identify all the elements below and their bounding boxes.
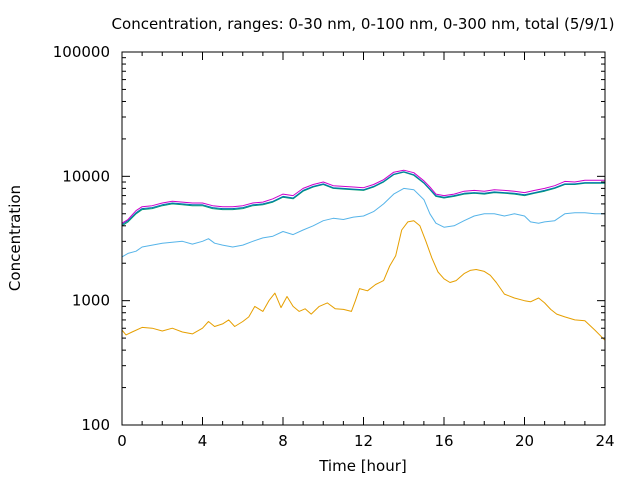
x-tick-label: 8 [278,432,288,450]
y-tick-label: 10000 [62,167,110,185]
x-tick-label: 16 [434,432,453,450]
series-line-1 [121,220,606,341]
series-layer [121,169,606,341]
series-line-5 [121,169,605,224]
tick-labels-layer: 0 4 8 12 16 20 24 100 1000 10000 100000 [53,43,615,450]
chart-title: Concentration, ranges: 0-30 nm, 0-100 nm… [112,15,615,33]
x-tick-label: 0 [117,432,127,450]
ticks-layer [121,51,606,426]
series-line-3 [121,171,605,227]
y-axis-label: Concentration [6,185,24,291]
x-tick-label: 24 [595,432,614,450]
y-tick-label: 1000 [72,292,110,310]
y-tick-label: 100000 [53,43,110,61]
series-line-2 [121,187,605,258]
x-tick-label: 12 [354,432,373,450]
x-tick-label: 4 [198,432,208,450]
x-axis-label: Time [hour] [318,457,407,475]
y-tick-label: 100 [81,416,110,434]
x-tick-label: 20 [515,432,534,450]
series-line-4 [121,171,605,225]
